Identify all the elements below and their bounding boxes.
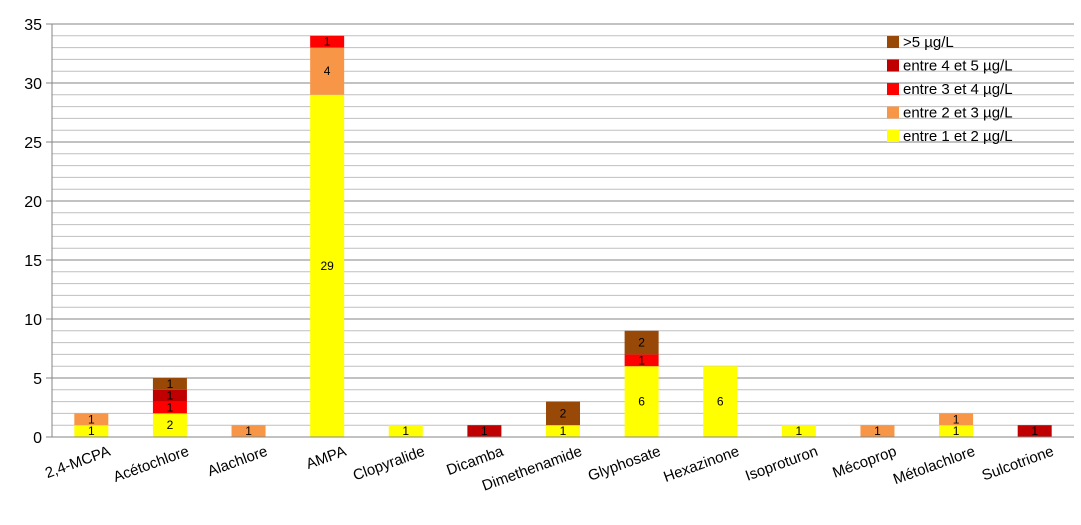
legend: >5 µg/L entre 4 et 5 µg/L entre 3 et 4 µg/… xyxy=(887,34,1013,145)
x-category-label: 2,4-MCPA xyxy=(43,443,113,482)
legend-swatch xyxy=(887,130,899,142)
y-tick-label: 20 xyxy=(24,194,42,211)
data-label: 1 xyxy=(874,424,881,438)
bar-segment xyxy=(624,366,659,437)
bar-segment xyxy=(152,378,187,390)
bar-segment xyxy=(546,425,580,437)
bar-segment xyxy=(74,413,109,426)
legend-label: entre 4 et 5 µg/L xyxy=(903,58,1013,75)
y-axis: 0 5 10 15 20 25 30 35 xyxy=(24,17,53,447)
y-tick-label: 5 xyxy=(33,371,42,388)
y-tick-label: 15 xyxy=(24,253,42,270)
data-label: 1 xyxy=(167,377,174,391)
bar-segment xyxy=(388,425,423,437)
data-label: 2 xyxy=(638,336,645,350)
data-label: 2 xyxy=(167,418,174,432)
x-category-label: Métolachlore xyxy=(891,443,978,488)
data-label: 29 xyxy=(320,259,334,273)
x-category-label: Isoproturon xyxy=(743,443,820,485)
legend-label: entre 3 et 4 µg/L xyxy=(903,81,1013,98)
legend-swatch xyxy=(887,106,899,119)
legend-label: >5 µg/L xyxy=(903,34,954,51)
legend-swatch xyxy=(887,83,899,95)
x-category-label: Mécoprop xyxy=(830,443,898,482)
y-tick-label: 25 xyxy=(24,135,42,152)
data-label: 1 xyxy=(560,424,567,438)
legend-label: entre 2 et 3 µg/L xyxy=(903,105,1013,122)
bar-segment xyxy=(310,35,345,48)
y-tick-label: 35 xyxy=(24,17,42,34)
bar-segment xyxy=(703,366,738,437)
data-label: 1 xyxy=(402,424,409,438)
bar-segment xyxy=(624,330,659,355)
y-tick-label: 10 xyxy=(24,312,42,329)
bar-segment xyxy=(860,425,895,437)
x-category-label: Clopyralide xyxy=(351,443,427,485)
bar-segment xyxy=(152,389,187,402)
bar-segment xyxy=(152,401,187,414)
data-label: 1 xyxy=(953,412,960,426)
y-tick-label: 30 xyxy=(24,76,42,93)
bar-segment xyxy=(310,47,345,95)
data-label: 1 xyxy=(167,401,174,415)
bar-segment xyxy=(546,401,580,426)
data-label: 1 xyxy=(245,424,252,438)
x-category-label: Alachlore xyxy=(205,443,270,480)
bar-segment xyxy=(939,413,974,426)
bar-segment xyxy=(939,425,974,437)
data-label: 1 xyxy=(638,353,645,367)
data-label: 1 xyxy=(796,424,803,438)
x-category-label: Sulcotrione xyxy=(980,443,1056,485)
legend-label: entre 1 et 2 µg/L xyxy=(903,128,1013,145)
data-label: 1 xyxy=(167,389,174,403)
bar-segment xyxy=(74,425,109,437)
bar-segment xyxy=(310,94,345,438)
data-label: 1 xyxy=(481,424,488,438)
data-label: 1 xyxy=(88,412,95,426)
bar-segment xyxy=(781,425,816,437)
bar-segment xyxy=(1017,425,1052,437)
data-label: 1 xyxy=(88,424,95,438)
gridlines xyxy=(52,23,1074,438)
data-label: 2 xyxy=(560,406,567,420)
data-label: 6 xyxy=(638,395,645,409)
bar-segment xyxy=(467,425,502,437)
data-label: 1 xyxy=(953,424,960,438)
data-label: 1 xyxy=(1031,424,1038,438)
data-label: 4 xyxy=(324,64,331,78)
bar-segment xyxy=(624,354,659,367)
y-tick-label: 0 xyxy=(33,430,42,447)
bar-segment xyxy=(231,425,266,437)
data-label: 1 xyxy=(324,35,331,49)
x-category-label: Hexazinone xyxy=(661,443,741,486)
x-category-label: AMPA xyxy=(304,443,349,473)
x-category-label: Glyphosate xyxy=(586,443,663,485)
bar-segment xyxy=(152,413,187,437)
data-label: 6 xyxy=(717,395,724,409)
x-category-label: Acétochlore xyxy=(111,443,191,486)
legend-swatch xyxy=(887,59,899,72)
legend-swatch xyxy=(887,36,899,48)
